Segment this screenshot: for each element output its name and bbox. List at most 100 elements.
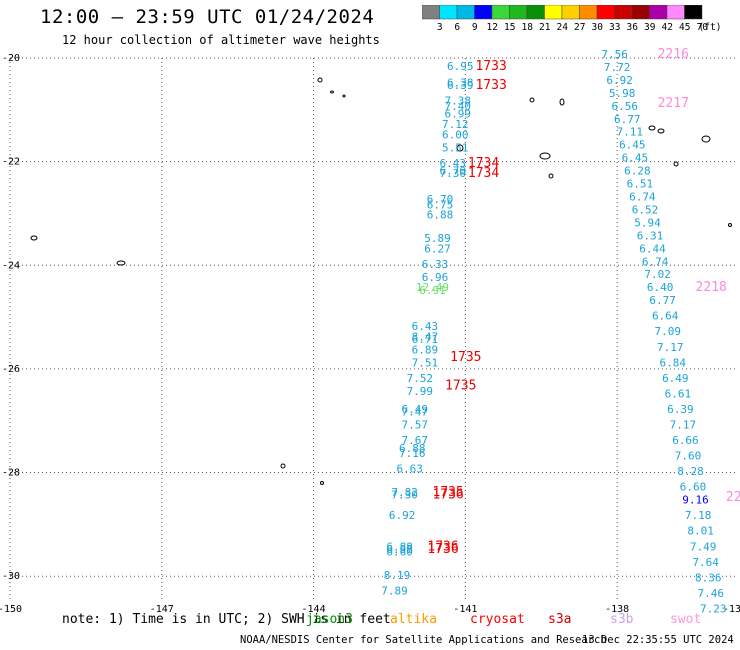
wave-height-label: 6.89: [412, 343, 439, 356]
wave-height-label: 6.45: [619, 139, 646, 152]
wave-height-label: 7.49: [690, 540, 717, 553]
island-outline: [701, 135, 711, 143]
wave-height-label: 6.75: [427, 198, 454, 211]
wave-height-label: 7.12: [442, 118, 469, 131]
wave-height-label: 6.99: [445, 108, 472, 121]
wave-height-label: 6.40: [647, 281, 674, 294]
wave-height-label: 7.56: [601, 48, 628, 61]
y-tick-label: -20: [2, 53, 20, 64]
island-outline: [116, 260, 126, 266]
wave-height-label: 6.49: [402, 403, 429, 416]
y-tick-label: -30: [2, 571, 20, 582]
wave-height-label: 6.92: [606, 74, 633, 87]
colorbar-legend: 3 6 9 12 15 18 21 24 27 30 33 36 39 42 45 70(ft): [422, 5, 721, 33]
wave-height-label: 6.70: [427, 193, 454, 206]
x-tick-label: -144: [302, 604, 326, 615]
satellite-legend-item: altika: [390, 612, 437, 627]
island-outline: [456, 144, 464, 152]
x-tick-label: -150: [0, 604, 22, 615]
wave-height-label: 7.67: [402, 434, 429, 447]
pass-time-label: 1734: [468, 156, 499, 171]
y-tick-label: -26: [2, 364, 20, 375]
pass-time-label: 1734: [468, 166, 499, 181]
wave-height-label: 6.56: [611, 100, 638, 113]
wave-height-label: 7.11: [617, 126, 644, 139]
satellite-legend-item: swot: [670, 612, 702, 627]
wave-height-label: 6.88: [399, 442, 426, 455]
wave-height-label: 7.82: [391, 486, 418, 499]
wave-height-label: 7.02: [644, 268, 671, 281]
wave-height-label: 7.47: [402, 406, 429, 419]
island-outline: [728, 223, 732, 227]
island-outline: [539, 152, 551, 160]
wave-height-label: 5.98: [609, 87, 636, 100]
wave-height-label: 6.60: [386, 545, 413, 558]
island-outline: [317, 77, 323, 83]
x-tick-label: -13: [723, 604, 740, 615]
wave-height-label: 6.27: [424, 242, 451, 255]
wave-height-label: 6.51: [627, 178, 654, 191]
y-tick-label: -24: [2, 260, 20, 271]
colorbar-label: 3: [437, 22, 443, 33]
island-outline: [559, 98, 565, 106]
wave-height-label: 6.66: [672, 434, 699, 447]
wave-height-label: 6.84: [660, 356, 687, 369]
wave-height-label: 6.44: [639, 242, 666, 255]
wave-height-label: 7.16: [399, 447, 426, 460]
pass-time-label: 1735: [445, 379, 476, 394]
wave-height-label: 6.61: [665, 387, 692, 400]
chart-subtitle: 12 hour collection of altimeter wave hei…: [62, 33, 380, 47]
y-tick-label: -22: [2, 157, 20, 168]
wave-height-label: 6.60: [680, 481, 707, 494]
colorbar-label: 9: [472, 22, 478, 33]
satellite-legend-item: s3a: [548, 612, 572, 627]
wave-height-label: 12.49: [416, 281, 449, 294]
pass-time-label: 1736: [427, 542, 458, 557]
pass-time-label: 1736: [432, 487, 463, 502]
satellite-legend-item: s3b: [610, 612, 634, 627]
wave-height-label: 6.88: [386, 540, 413, 553]
island-outline: [673, 161, 679, 167]
y-tick-label: -28: [2, 468, 20, 479]
wave-height-label: 6.39: [447, 79, 474, 92]
colorbar-label: 12: [487, 22, 498, 33]
colorbar-label: 24: [557, 22, 569, 33]
wave-height-label: 6.96: [422, 271, 449, 284]
pass-time-label: 1735: [432, 485, 463, 500]
colorbar-label: 36: [627, 22, 639, 33]
wave-height-label: 6.49: [662, 372, 689, 385]
wave-height-label: 7.99: [407, 385, 434, 398]
colorbar-label: 15: [504, 22, 515, 33]
island-outline: [280, 463, 286, 469]
satellite-legend-item: jason3: [306, 612, 353, 627]
colorbar-label: 18: [522, 22, 534, 33]
wave-height-label: 7.30: [439, 167, 466, 180]
wave-height-label: 8.19: [384, 569, 411, 582]
wave-height-label: 6.71: [412, 333, 439, 346]
pass-time-label: 1733: [475, 59, 506, 74]
colorbar-label: 27: [574, 22, 585, 33]
wave-height-label: 7.64: [692, 556, 719, 569]
wave-height-label: 6.64: [652, 310, 679, 323]
colorbar-label: 30: [592, 22, 604, 33]
colorbar-swatch: [684, 5, 703, 20]
footer-note: note: 1) Time is in UTC; 2) SWH is in fe…: [62, 612, 391, 627]
x-tick-label: -141: [453, 604, 477, 615]
wave-height-label: 6.31: [637, 229, 664, 242]
wave-height-label: 6.39: [667, 403, 694, 416]
wave-height-label: 5.94: [634, 216, 661, 229]
pass-time-label: 1736: [427, 539, 458, 554]
wave-height-label: 7.52: [407, 372, 434, 385]
island-outline: [657, 128, 665, 134]
wave-height-label: 7.46: [697, 587, 724, 600]
colorbar-label: 42: [662, 22, 673, 33]
wave-height-label: 7.72: [604, 61, 631, 74]
wave-height-label: 6.98: [386, 543, 413, 556]
wave-height-label: 6.88: [427, 209, 454, 222]
pass-time-label: 2219: [726, 490, 740, 505]
wave-height-label: 6.52: [632, 203, 659, 216]
island-outline: [648, 125, 656, 131]
wave-height-label: 5.51: [442, 141, 469, 154]
wave-height-label: 8.36: [695, 571, 722, 584]
wave-height-label: 6.63: [396, 463, 423, 476]
